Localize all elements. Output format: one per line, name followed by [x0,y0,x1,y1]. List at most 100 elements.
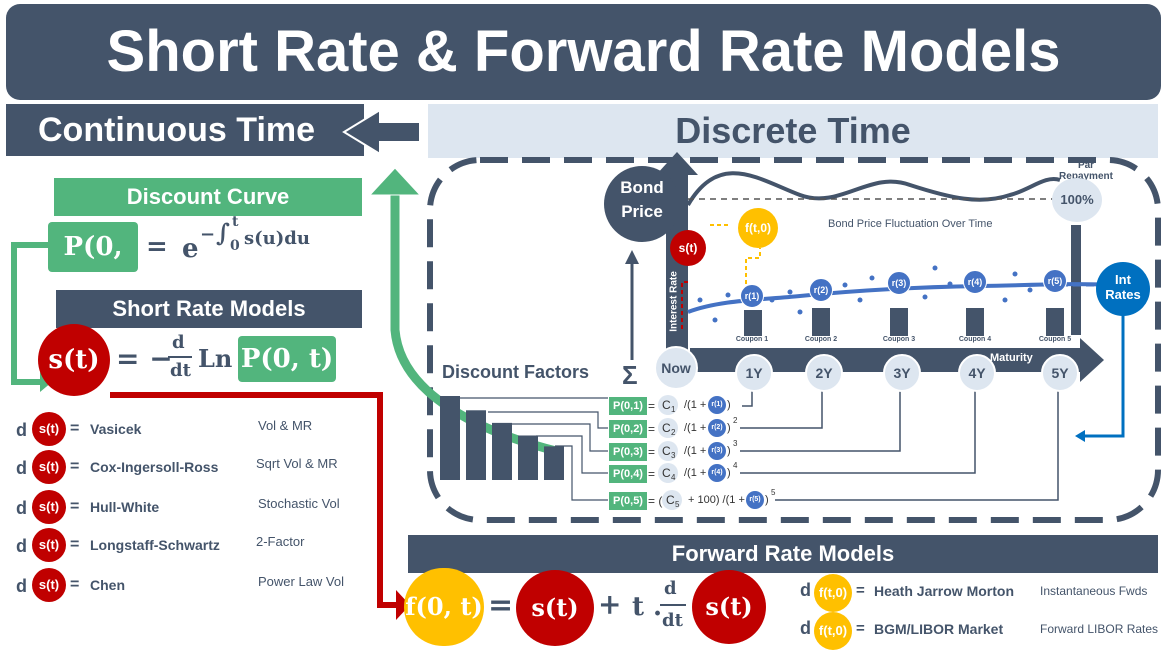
pv-c-sub: 3 [671,451,676,460]
time-node: 1Y [735,354,773,392]
pv-p-box: P(0,3) [609,443,647,461]
pv-c: C [662,444,671,458]
discount-factor-bar [440,396,460,480]
pv-c-bg [658,441,678,461]
pv-r-circle: r(1) [708,396,726,414]
discount-integrand: s(u)du [244,228,310,249]
fwd-model-f-circle: f(t,0) [814,574,852,612]
int-rates-circle: Int Rates [1096,262,1150,316]
pv-eq: = [648,467,656,481]
forward-plus: + [598,588,622,621]
pv-eq: = [648,445,656,459]
model-s-circle: s(t) [32,412,66,446]
green-connector [11,242,50,385]
pv-r-circle: r(3) [708,442,726,460]
pv-c: C [662,466,671,480]
forward-t: t . [632,592,663,622]
discount-factor-bar [466,410,486,480]
discount-int-upper: t [232,214,239,230]
pv-close: ) [727,399,731,411]
pv-r-circle: r(5) [746,491,764,509]
model-d: d [16,536,27,556]
pv-eq: = ( [648,494,663,508]
model-d: d [16,498,27,518]
pv-div: /(1 + [684,422,707,434]
model-desc: 2-Factor [256,534,305,549]
model-desc: Power Law Vol [258,574,344,589]
discount-factor-bar [544,446,564,480]
pv-c: C [662,421,671,435]
discount-eq: = [146,232,168,262]
model-eq: = [70,458,80,475]
interest-rate-axis-label: Interest Rate [668,271,680,332]
model-eq: = [70,498,80,515]
discount-minus: − [200,224,216,245]
forward-eq: = [488,588,514,623]
short-rate-p-box: P(0, t) [238,336,336,382]
rate-node: r(1) [740,284,764,308]
pv-c-bg [658,418,678,438]
fwd-model-f-circle: f(t,0) [814,612,852,650]
coupon-label: Coupon 3 [882,336,916,343]
fwd-model-name: BGM/LIBOR Market [874,621,1004,637]
discrete-time-header: Discrete Time [428,104,1158,158]
rate-node: r(4) [963,270,987,294]
pv-div: /(1 + [684,467,707,479]
model-name: Longstaff-Schwartz [90,537,220,553]
bond-price-line1: Bond [620,178,664,197]
bond-price-circle: Bond Price [604,166,680,242]
rate-node: r(5) [1043,269,1067,293]
discount-e: e [182,234,199,264]
pv-c-sub: 4 [671,473,676,482]
pv-div: /(1 + [684,399,707,411]
red-connector [110,392,398,608]
pv-pow: 4 [733,461,738,470]
rate-node-value: 4% [1048,291,1062,301]
continuous-time-header: Continuous Time [6,104,364,156]
model-name: Cox-Ingersoll-Ross [90,459,219,475]
int-rates-line2: Rates [1105,287,1141,302]
model-desc: Sqrt Vol & MR [256,456,338,471]
model-d: d [16,420,27,440]
short-rate-frac-den: dt [170,360,191,381]
model-name: Vasicek [90,421,142,437]
fwd-model-desc: Instantaneous Fwds [1040,584,1148,598]
discount-p-box: P(0, t) [48,222,138,312]
pv-close: ) [727,467,731,479]
discount-int-lower: 0 [230,238,240,254]
int-rates-line1: Int [1115,272,1131,287]
pv-p-box: P(0,1) [609,397,647,415]
maturity-label: Maturity [990,352,1033,364]
maturity-arrow [1080,338,1104,382]
forward-s-circle: s(t) [516,570,594,646]
model-name: Hull-White [90,499,160,515]
fluctuation-label: Bond Price Fluctuation Over Time [828,218,993,230]
pv-p-box: P(0,2) [609,420,647,438]
time-node: 5Y [1041,354,1079,392]
model-eq: = [70,536,80,553]
pv-pow: 5 [771,488,776,497]
pv-c-sub: 2 [671,428,676,437]
model-d: d [16,458,27,478]
rate-node: r(2) [809,278,833,302]
fwd-model-d: d [800,580,811,600]
discount-integral: ∫ [216,218,230,247]
time-node: 3Y [883,354,921,392]
short-rate-circle: s(t) [38,324,110,396]
pv-eq: = [648,399,656,413]
forward-rate-models-label: Forward Rate Models [408,535,1158,573]
time-node: 4Y [958,354,996,392]
discount-factor-bars [440,396,564,480]
pv-c-sub: 5 [675,500,680,509]
model-desc: Vol & MR [258,418,313,433]
par-line1: Par [1077,160,1095,171]
sigma-symbol: Σ [622,360,638,390]
time-node: Now [654,346,698,390]
rate-node-value: 4% [968,292,982,302]
model-eq: = [70,420,80,437]
discount-curve-label: Discount Curve [54,178,362,216]
fwd-model-desc: Forward LIBOR Rates [1040,622,1159,636]
pv-close: ) [727,445,731,457]
coupon-label: Coupon 2 [804,336,838,343]
pv-c-bg [662,490,682,510]
